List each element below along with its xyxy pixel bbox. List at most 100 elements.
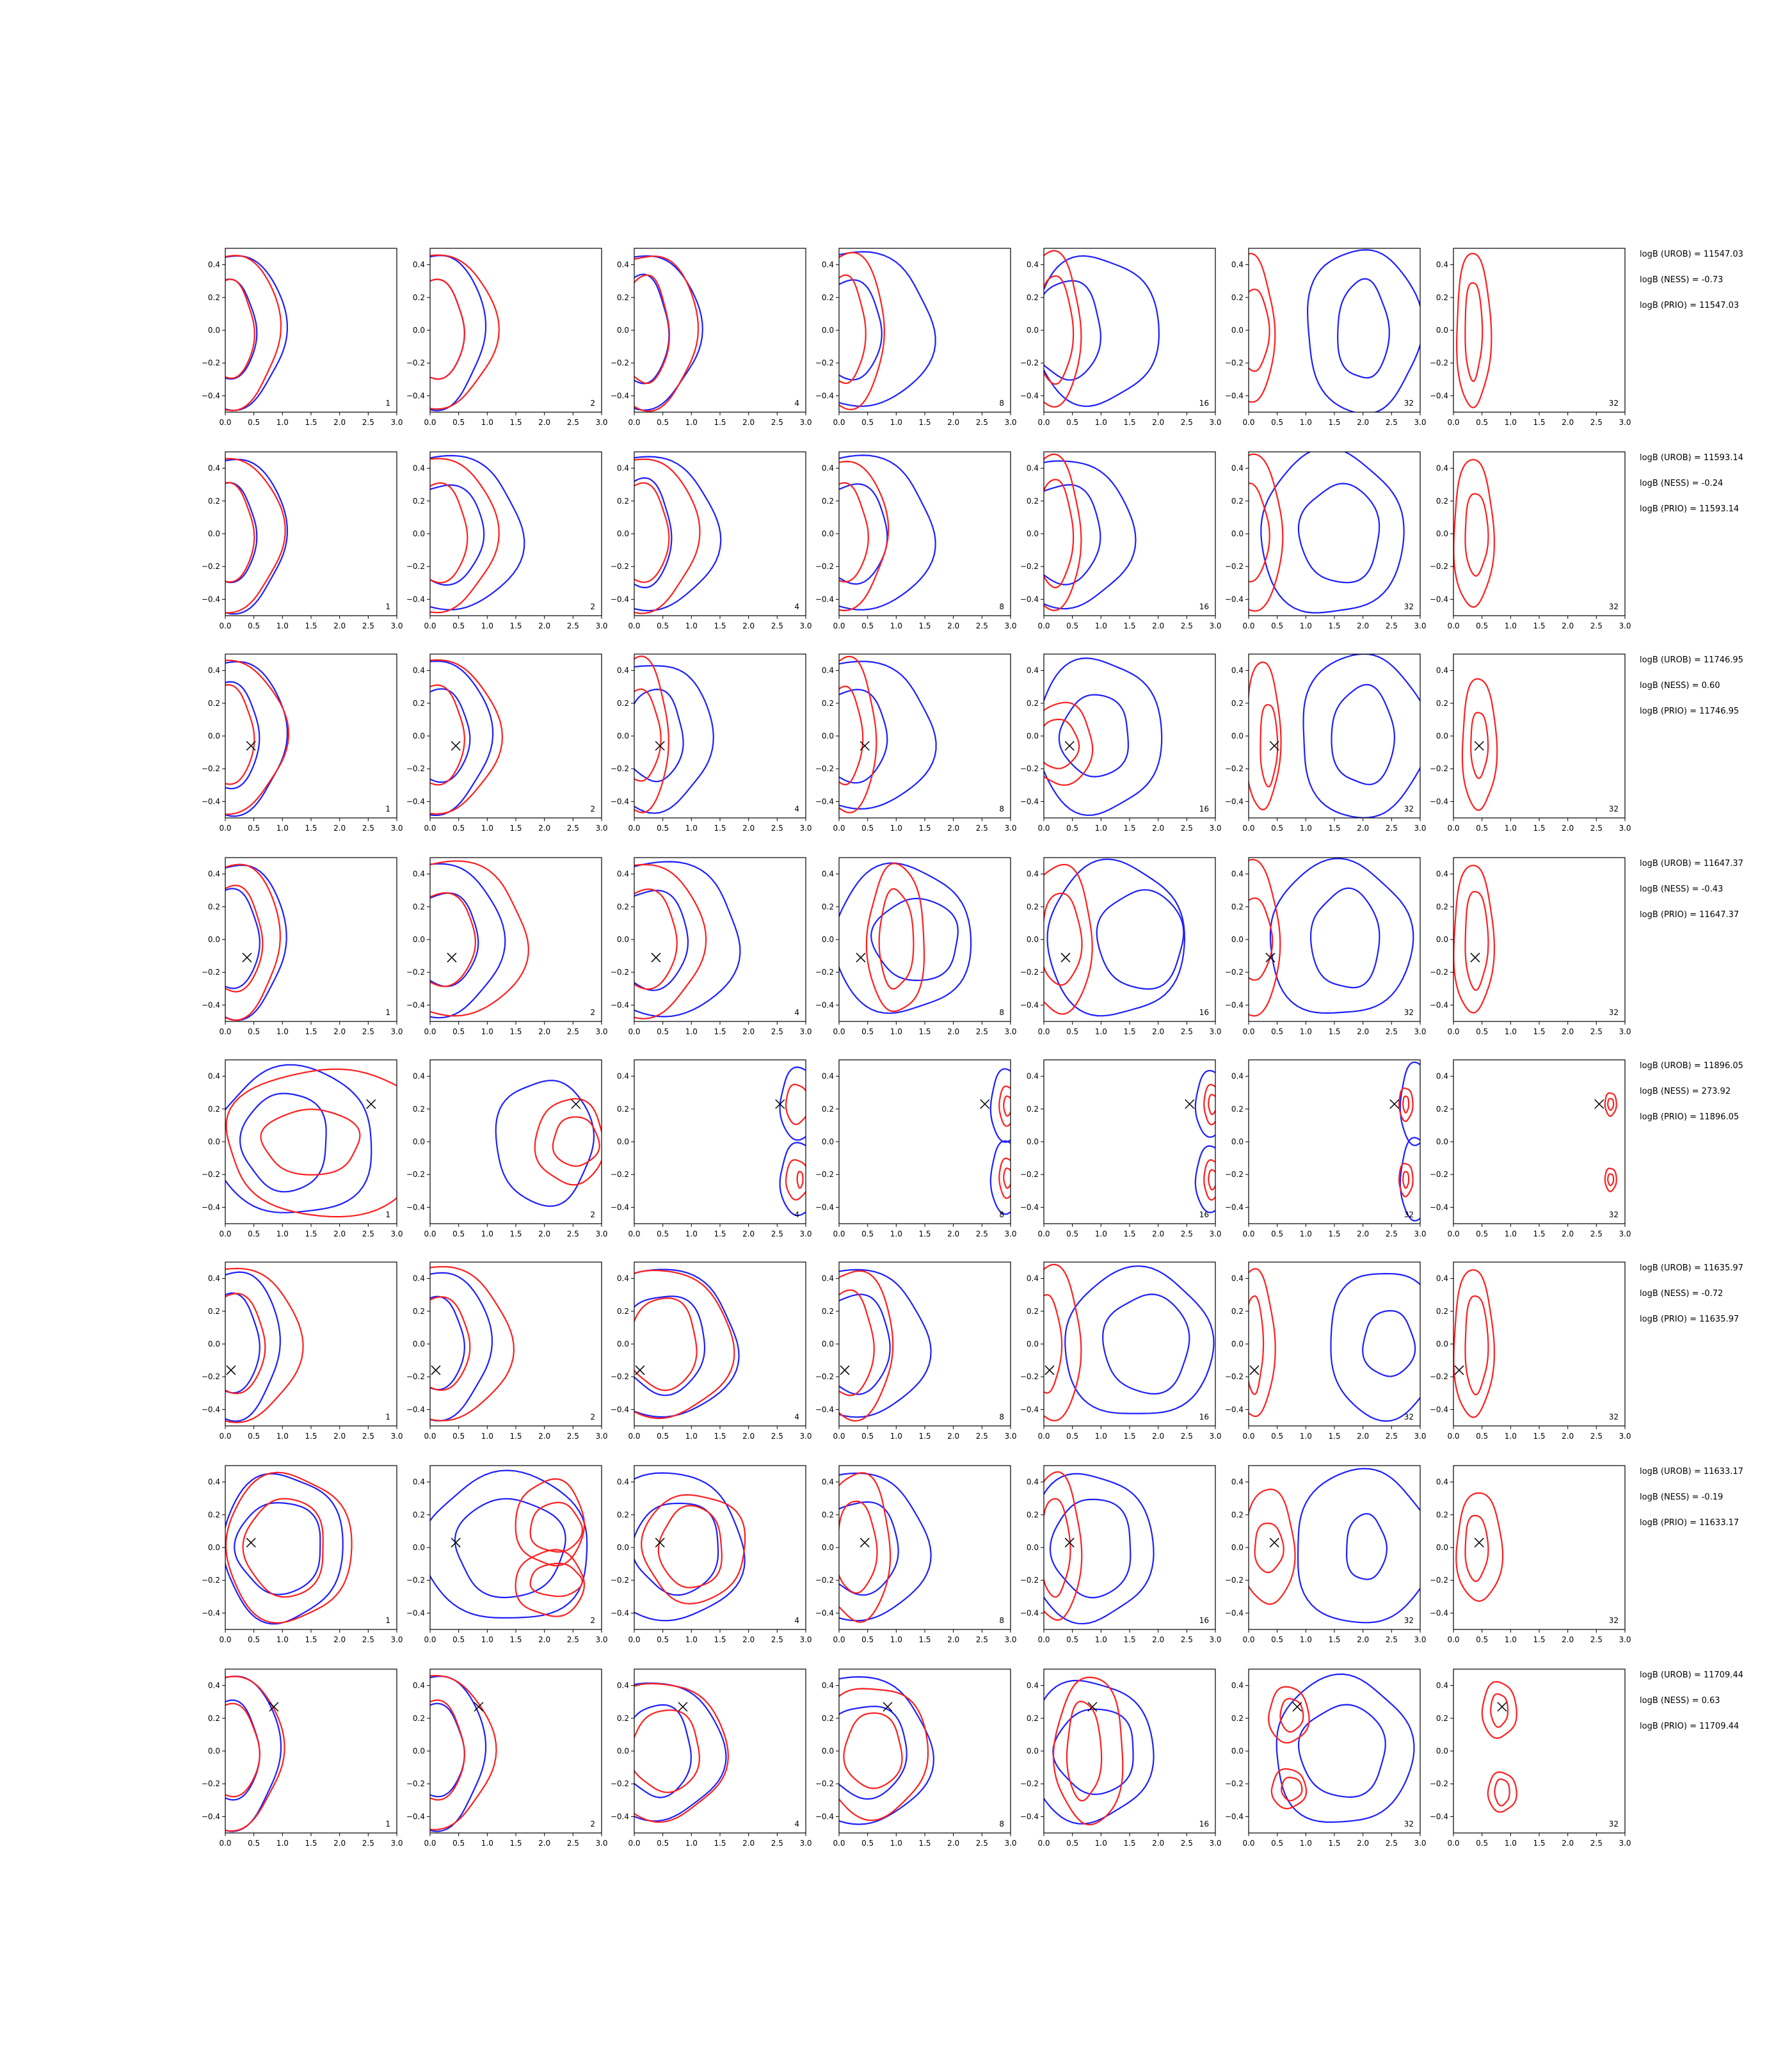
cross-marker bbox=[775, 1099, 785, 1109]
y-tick-label: 0.4 bbox=[617, 666, 629, 675]
contour-group bbox=[1453, 459, 1496, 608]
x-tick-label: 1.0 bbox=[890, 1839, 902, 1848]
x-tick-label: 2.5 bbox=[1590, 1027, 1603, 1036]
x-tick-label: 0.0 bbox=[628, 621, 640, 630]
contour-group bbox=[430, 860, 529, 1019]
y-tick-label: 0.2 bbox=[413, 1714, 425, 1723]
x-tick-label: 1.5 bbox=[1328, 1229, 1340, 1238]
y-tick-label: 0.2 bbox=[208, 1510, 220, 1519]
blue-contour bbox=[234, 1502, 321, 1596]
x-tick-label: 1.0 bbox=[1095, 1027, 1107, 1036]
x-tick-label: 0.0 bbox=[1242, 621, 1254, 630]
logb-stat-r4-1: logB (UROB) = 11647.37 bbox=[1640, 859, 1743, 868]
x-tick-label: 3.0 bbox=[1209, 1027, 1221, 1036]
logb-stat-r2-3: logB (PRIO) = 11593.14 bbox=[1640, 504, 1740, 514]
red-contour bbox=[1481, 1681, 1517, 1740]
x-tick-label: 0.5 bbox=[1271, 1432, 1283, 1441]
red-contour bbox=[1044, 479, 1075, 589]
axes-frame bbox=[225, 1668, 397, 1834]
x-tick-label: 2.0 bbox=[947, 1229, 959, 1238]
blue-contour bbox=[430, 1702, 465, 1798]
x-tick-label: 0.5 bbox=[1271, 418, 1283, 427]
blue-contour bbox=[634, 255, 703, 411]
red-contour bbox=[225, 278, 255, 380]
y-tick-label: 0.4 bbox=[208, 870, 220, 879]
y-tick-label: −0.4 bbox=[611, 595, 629, 604]
panel-corner-label: 32 bbox=[1404, 804, 1414, 813]
x-tick-label: 0.5 bbox=[452, 1635, 465, 1644]
red-contour bbox=[225, 1471, 353, 1624]
x-tick-label: 1.5 bbox=[918, 1229, 931, 1238]
y-tick-label: 0.4 bbox=[617, 1274, 629, 1283]
x-tick-label: 2.0 bbox=[947, 1432, 959, 1441]
y-tick-label: −0.2 bbox=[202, 764, 220, 773]
x-tick-label: 3.0 bbox=[1004, 418, 1016, 427]
y-tick-label: −0.4 bbox=[1225, 391, 1244, 400]
y-tick-label: 0.2 bbox=[1436, 1105, 1448, 1114]
red-contour bbox=[1464, 493, 1489, 577]
cross-marker bbox=[447, 952, 457, 963]
blue-contour bbox=[225, 278, 258, 380]
blue-contour bbox=[1297, 1468, 1420, 1624]
x-tick-label: 0.5 bbox=[1271, 621, 1283, 630]
x-tick-label: 1.0 bbox=[276, 1839, 289, 1848]
x-tick-label: 0.5 bbox=[248, 1839, 260, 1848]
blue-contour bbox=[1058, 694, 1129, 778]
panel-corner-label: 4 bbox=[794, 602, 799, 611]
contour-group bbox=[1461, 678, 1498, 811]
blue-contour bbox=[1044, 657, 1163, 816]
y-tick-label: 0.0 bbox=[1027, 1543, 1039, 1552]
y-tick-label: −0.2 bbox=[1430, 1779, 1448, 1788]
y-tick-label: −0.2 bbox=[202, 968, 220, 977]
x-tick-label: 1.0 bbox=[276, 1635, 289, 1644]
panel-r5-c7: 0.0 0.5 1.0 1.5 2.0 2.5 3.0 0.4 0.2 0.0 −0.2 −0.4 32 bbox=[1430, 1059, 1631, 1238]
red-contour bbox=[225, 884, 264, 993]
logb-stat-r6-1: logB (UROB) = 11635.97 bbox=[1640, 1263, 1743, 1273]
x-tick-label: 1.0 bbox=[276, 1229, 289, 1238]
red-contour bbox=[839, 1289, 875, 1396]
x-tick-label: 2.5 bbox=[1386, 824, 1398, 833]
y-tick-label: 0.4 bbox=[822, 1681, 834, 1690]
x-tick-label: 2.0 bbox=[1152, 1027, 1164, 1036]
y-tick-label: −0.2 bbox=[1020, 968, 1039, 977]
x-tick-label: 1.0 bbox=[1300, 1839, 1312, 1848]
x-tick-label: 0.0 bbox=[628, 1635, 640, 1644]
y-tick-label: −0.4 bbox=[1430, 391, 1448, 400]
logb-stat-r6-2: logB (NESS) = -0.72 bbox=[1640, 1289, 1724, 1299]
blue-contour bbox=[430, 688, 471, 783]
y-tick-label: 0.0 bbox=[208, 935, 220, 944]
y-tick-label: −0.2 bbox=[1430, 968, 1448, 977]
panel-corner-label: 4 bbox=[794, 1820, 799, 1828]
red-contour bbox=[657, 1505, 723, 1588]
x-tick-label: 0.5 bbox=[248, 824, 260, 833]
x-tick-label: 2.0 bbox=[742, 1432, 755, 1441]
y-tick-label: −0.2 bbox=[1225, 562, 1244, 571]
x-tick-label: 2.5 bbox=[1181, 1839, 1193, 1848]
x-tick-label: 0.0 bbox=[219, 1229, 231, 1238]
contour-group bbox=[1389, 1061, 1420, 1222]
red-contour bbox=[1003, 1095, 1011, 1117]
y-tick-label: 0.0 bbox=[822, 326, 834, 335]
blue-contour bbox=[239, 1092, 327, 1193]
x-tick-label: 2.0 bbox=[1152, 824, 1164, 833]
x-tick-label: 1.5 bbox=[1123, 418, 1135, 427]
panel-corner-label: 8 bbox=[999, 1616, 1004, 1625]
logb-stat-r5-1: logB (UROB) = 11896.05 bbox=[1640, 1061, 1743, 1071]
red-contour bbox=[1249, 288, 1270, 372]
x-tick-label: 2.0 bbox=[538, 1432, 550, 1441]
x-tick-label: 3.0 bbox=[1414, 824, 1426, 833]
x-tick-label: 2.0 bbox=[538, 1229, 550, 1238]
panel-r3-c2: 0.0 0.5 1.0 1.5 2.0 2.5 3.0 0.4 0.2 0.0 −0.2 −0.4 2 bbox=[406, 653, 608, 833]
x-tick-label: 2.0 bbox=[742, 824, 755, 833]
red-contour bbox=[430, 254, 500, 410]
axes-frame bbox=[225, 857, 397, 1022]
x-tick-label: 2.5 bbox=[362, 418, 374, 427]
cross-marker bbox=[1265, 952, 1276, 963]
y-tick-label: −0.2 bbox=[202, 1779, 220, 1788]
panel-r3-c5: 0.0 0.5 1.0 1.5 2.0 2.5 3.0 0.4 0.2 0.0 −0.2 −0.4 16 bbox=[1020, 653, 1222, 833]
panel-corner-label: 16 bbox=[1199, 1210, 1209, 1219]
x-tick-label: 1.5 bbox=[509, 1027, 522, 1036]
x-tick-label: 1.5 bbox=[918, 1839, 931, 1848]
x-tick-label: 1.5 bbox=[1123, 1027, 1135, 1036]
x-tick-label: 2.0 bbox=[742, 1027, 755, 1036]
